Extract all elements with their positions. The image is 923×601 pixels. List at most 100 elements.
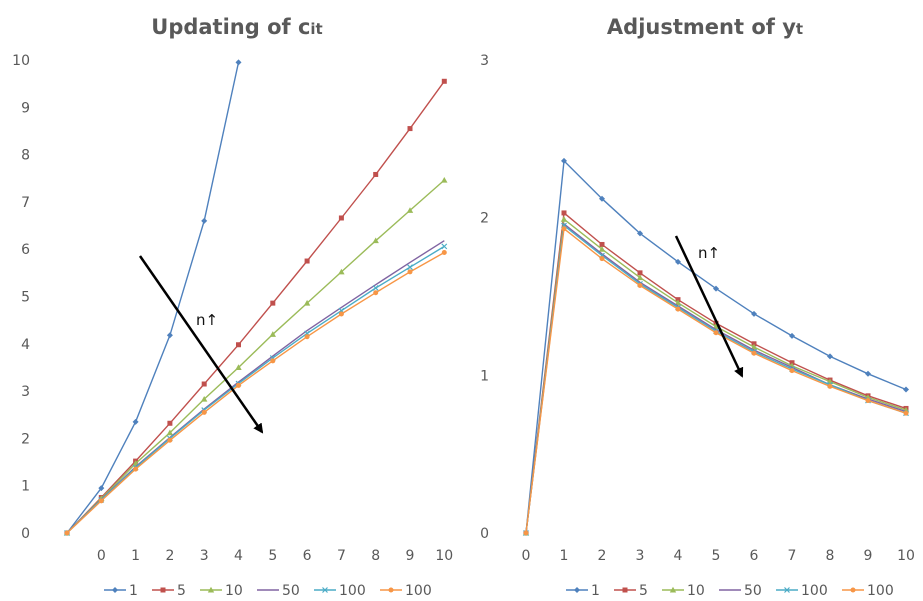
x-tick-label: 4	[234, 548, 243, 564]
legend-marker	[784, 587, 790, 593]
data-point	[98, 485, 105, 492]
series-10-2	[63, 176, 448, 536]
data-point	[407, 264, 413, 271]
data-point	[865, 370, 871, 377]
legend-entry: 10	[225, 583, 243, 599]
series-1-0	[523, 157, 909, 536]
data-point	[789, 332, 795, 339]
legend: 1 5 10 50 100 100	[104, 583, 432, 599]
data-point	[441, 78, 447, 84]
x-tick-label: 0	[522, 548, 531, 564]
y-tick-label: 1	[21, 479, 30, 495]
series-line	[66, 251, 445, 534]
data-point	[167, 437, 173, 443]
data-point	[827, 353, 833, 360]
series-1-0	[64, 59, 242, 536]
annotation-label: n↑	[698, 244, 720, 262]
x-tick-label: 5	[268, 548, 277, 564]
series-line	[525, 217, 907, 534]
legend-entry: 100	[339, 583, 366, 599]
data-point	[338, 215, 344, 221]
data-point	[751, 310, 757, 317]
data-point	[751, 350, 757, 356]
x-tick-label: 3	[636, 548, 645, 564]
trend-arrow	[138, 255, 264, 434]
data-point	[561, 226, 567, 232]
data-point	[201, 409, 207, 415]
data-point	[637, 230, 643, 237]
data-point	[166, 429, 174, 436]
data-point	[235, 364, 242, 370]
series-100-5	[64, 250, 447, 536]
legend-marker	[574, 587, 580, 593]
legend-entry: 1	[591, 583, 600, 599]
legend-entry: 100	[405, 583, 432, 599]
data-point	[338, 311, 344, 317]
y-tick-label: 6	[21, 242, 30, 258]
data-point	[236, 382, 241, 388]
data-point	[235, 59, 242, 66]
data-point	[166, 332, 173, 339]
data-point	[561, 210, 567, 216]
data-point	[201, 395, 208, 402]
data-point	[637, 270, 643, 276]
data-point	[98, 498, 104, 504]
y-tick-label: 1	[480, 368, 489, 384]
series-line	[525, 159, 907, 534]
data-point	[201, 381, 207, 387]
data-point	[903, 410, 909, 416]
y-tick-label: 8	[21, 148, 30, 164]
data-point	[599, 241, 605, 247]
chart-1: Adjustment of yt 0 1 2 3 0 1 2 3 4 5 6 7 8 9 10 n↑ 1 5 10 50…	[480, 15, 915, 599]
x-tick-label: 7	[337, 548, 346, 564]
chart-title: Adjustment of yt	[607, 15, 803, 39]
y-tick-label: 5	[21, 290, 30, 306]
data-point	[713, 285, 719, 292]
legend-marker	[160, 587, 166, 593]
series-100-5	[523, 226, 909, 536]
data-point	[675, 306, 681, 312]
series-line	[66, 179, 445, 534]
series-line	[525, 224, 907, 534]
data-point	[560, 216, 568, 222]
data-point	[789, 368, 795, 374]
x-tick-label: 10	[897, 548, 915, 564]
series-100-4	[523, 222, 909, 536]
data-point	[675, 258, 681, 265]
legend-marker	[850, 587, 856, 593]
series-100-4	[64, 243, 448, 536]
x-tick-label: 9	[406, 548, 415, 564]
data-point	[167, 420, 173, 426]
x-tick-label: 8	[371, 548, 380, 564]
legend-marker	[322, 587, 328, 593]
legend-entry: 50	[282, 583, 300, 599]
data-point	[599, 195, 605, 202]
data-point	[636, 274, 644, 281]
data-point	[441, 176, 448, 183]
data-point	[133, 466, 139, 472]
y-tick-label: 3	[21, 384, 30, 400]
legend: 1 5 10 50 100 100	[566, 583, 894, 599]
data-point	[713, 330, 719, 336]
legend-entry: 1	[129, 583, 138, 599]
series-50-3	[66, 240, 445, 534]
legend-marker	[388, 587, 394, 593]
annotation-label: n↑	[196, 311, 218, 329]
data-point	[304, 334, 310, 340]
x-tick-label: 5	[712, 548, 721, 564]
data-point	[441, 243, 448, 250]
data-point	[903, 386, 909, 393]
data-point	[599, 256, 605, 262]
x-tick-label: 10	[435, 548, 453, 564]
data-point	[865, 398, 871, 404]
series-10-2	[522, 216, 910, 536]
legend-entry: 100	[801, 583, 828, 599]
x-tick-label: 0	[97, 548, 106, 564]
data-point	[373, 171, 379, 177]
data-point	[441, 250, 447, 256]
data-point	[372, 237, 379, 244]
legend-marker	[669, 586, 677, 593]
data-point	[236, 342, 241, 348]
